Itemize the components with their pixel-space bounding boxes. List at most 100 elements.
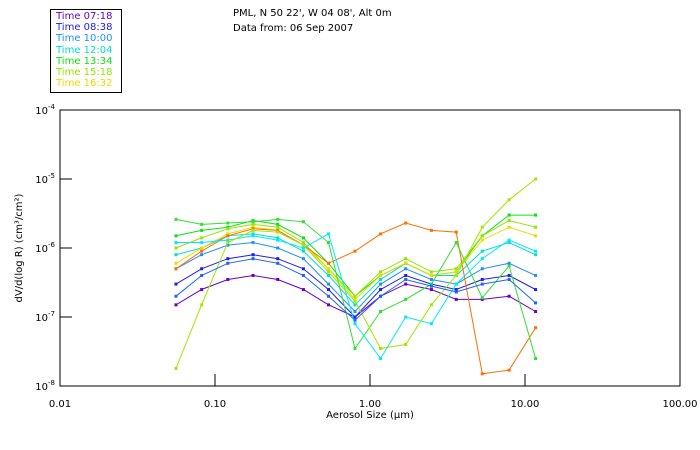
data-point bbox=[404, 315, 408, 319]
data-point bbox=[379, 277, 383, 281]
data-point bbox=[480, 372, 484, 376]
data-point bbox=[276, 230, 280, 234]
y-tick-exponent: -8 bbox=[48, 379, 55, 387]
data-point bbox=[276, 225, 280, 229]
data-point bbox=[353, 310, 357, 314]
legend-entry: Time 07:18 bbox=[56, 11, 113, 22]
data-point bbox=[251, 220, 255, 224]
data-point bbox=[404, 282, 408, 286]
data-point bbox=[404, 267, 408, 271]
data-point bbox=[226, 227, 230, 231]
data-point bbox=[226, 232, 230, 236]
data-point bbox=[534, 357, 538, 361]
data-point bbox=[174, 303, 178, 307]
series-5 bbox=[174, 219, 538, 298]
data-point bbox=[327, 294, 331, 298]
data-point bbox=[480, 225, 484, 229]
data-point bbox=[174, 294, 178, 298]
data-point bbox=[454, 241, 458, 245]
data-point bbox=[200, 249, 204, 253]
data-point bbox=[276, 246, 280, 250]
data-point bbox=[353, 322, 357, 326]
y-tick-exponent: -5 bbox=[48, 172, 55, 180]
data-point bbox=[301, 273, 305, 277]
data-point bbox=[301, 236, 305, 240]
data-point bbox=[174, 217, 178, 221]
data-point bbox=[379, 310, 383, 314]
data-point bbox=[226, 225, 230, 229]
series-1 bbox=[174, 253, 538, 319]
data-point bbox=[480, 249, 484, 253]
data-point bbox=[507, 273, 511, 277]
data-point bbox=[200, 288, 204, 292]
data-point bbox=[200, 303, 204, 307]
data-point bbox=[379, 346, 383, 350]
legend: Time 07:18 Time 08:38 Time 10:00 Time 12:04… bbox=[50, 9, 122, 93]
data-point bbox=[200, 267, 204, 271]
data-point bbox=[534, 326, 538, 330]
legend-entry: Time 08:38 bbox=[56, 22, 113, 34]
data-point bbox=[480, 257, 484, 261]
data-point bbox=[200, 253, 204, 257]
data-point bbox=[301, 246, 305, 250]
series-7 bbox=[174, 221, 538, 376]
data-point bbox=[301, 241, 305, 245]
data-point bbox=[507, 241, 511, 245]
data-point bbox=[301, 243, 305, 247]
x-tick-label: 0.10 bbox=[204, 399, 226, 410]
data-point bbox=[276, 217, 280, 221]
data-point bbox=[200, 236, 204, 240]
data-point bbox=[174, 241, 178, 245]
data-point bbox=[507, 219, 511, 223]
data-point bbox=[327, 270, 331, 274]
legend-entry: Time 13:34 bbox=[56, 55, 113, 67]
y-tick-exponent: -7 bbox=[48, 310, 55, 318]
data-point bbox=[454, 267, 458, 271]
data-point bbox=[429, 288, 433, 292]
data-point bbox=[379, 273, 383, 277]
data-point bbox=[226, 234, 230, 238]
chart-title: PML, N 50 22', W 04 08', Alt 0m bbox=[233, 8, 392, 19]
data-point bbox=[534, 177, 538, 181]
y-tick-exponent: -4 bbox=[48, 103, 56, 111]
data-point bbox=[454, 270, 458, 274]
x-tick-label: 0.01 bbox=[49, 399, 71, 410]
data-point bbox=[226, 257, 230, 261]
data-point bbox=[404, 342, 408, 346]
data-point bbox=[301, 257, 305, 261]
data-point bbox=[327, 267, 331, 271]
data-point bbox=[226, 243, 230, 247]
data-point bbox=[534, 301, 538, 305]
series-10 bbox=[174, 177, 538, 370]
data-point bbox=[353, 346, 357, 350]
data-point bbox=[276, 236, 280, 240]
data-point bbox=[404, 277, 408, 281]
data-point bbox=[200, 241, 204, 245]
y-tick-label: 10-8 bbox=[35, 379, 55, 393]
data-point bbox=[174, 246, 178, 250]
legend-entry: Time 12:04 bbox=[56, 44, 113, 56]
data-point bbox=[276, 222, 280, 226]
x-tick-label: 1.00 bbox=[359, 399, 381, 410]
data-point bbox=[507, 294, 511, 298]
data-point bbox=[174, 261, 178, 265]
data-point bbox=[507, 264, 511, 268]
data-point bbox=[534, 213, 538, 217]
data-point bbox=[251, 228, 255, 232]
data-point bbox=[534, 310, 538, 314]
data-point bbox=[251, 227, 255, 231]
data-point bbox=[276, 261, 280, 265]
data-point bbox=[429, 282, 433, 286]
data-point bbox=[200, 222, 204, 226]
data-point bbox=[480, 297, 484, 301]
data-point bbox=[200, 246, 204, 250]
data-point bbox=[404, 221, 408, 225]
data-point bbox=[200, 228, 204, 232]
data-point bbox=[301, 220, 305, 224]
x-tick-label: 100.00 bbox=[663, 399, 698, 410]
data-point bbox=[454, 282, 458, 286]
data-point bbox=[507, 261, 511, 265]
data-point bbox=[429, 322, 433, 326]
data-point bbox=[534, 225, 538, 229]
data-point bbox=[404, 273, 408, 277]
